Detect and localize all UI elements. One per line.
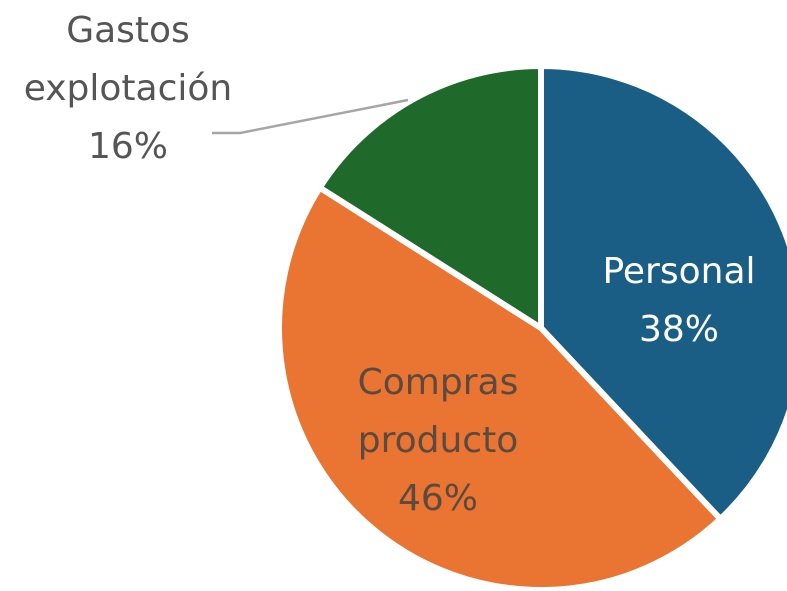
data-label-percent-3: 16% [88,126,168,167]
pie-slice-2 [276,184,724,591]
pie-slices [276,63,787,591]
data-label-name-3: explotación [24,68,233,109]
data-label-name-2: Compras [358,362,519,403]
data-label-percent-2: 46% [398,478,478,519]
leader-line-3 [212,98,409,135]
pie-slice-3 [316,63,544,331]
data-label-name-2: producto [358,420,519,461]
data-label-name-1: Personal [602,251,755,292]
pie-labels: Personal 38% Compras producto 46% Gastos explo… [24,10,756,519]
pie-slice-1 [538,63,787,522]
data-label-name-3: Gastos [66,10,190,51]
data-label-percent-1: 38% [639,309,719,350]
